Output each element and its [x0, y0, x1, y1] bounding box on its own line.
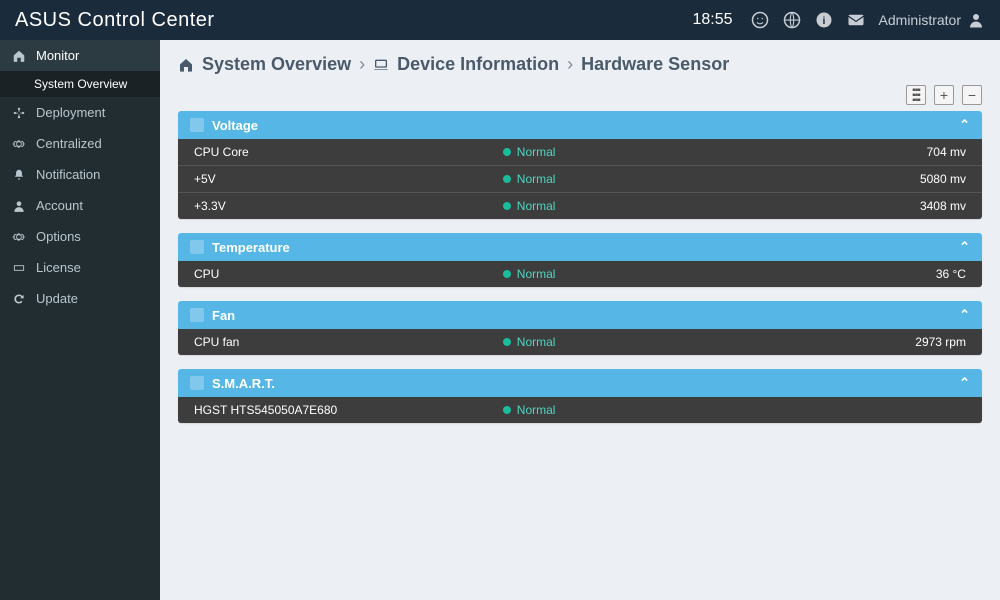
panel-body: HGST HTS545050A7E680Normal [178, 397, 982, 423]
clock: 18:55 [692, 11, 732, 29]
sidebar-item-account[interactable]: Account [0, 190, 160, 221]
sensor-row: +3.3VNormal3408 mv [178, 193, 982, 219]
chevron-up-icon[interactable]: ⌃ [959, 117, 970, 133]
panel-title: Fan [212, 308, 235, 323]
panel-voltage: Voltage⌃CPU CoreNormal704 mv+5VNormal508… [178, 111, 982, 219]
status-dot-icon [503, 406, 511, 414]
user-icon [12, 199, 26, 213]
nodes-icon [12, 106, 26, 120]
sensor-row: +5VNormal5080 mv [178, 166, 982, 193]
panel-icon [190, 376, 204, 390]
cog-icon [12, 137, 26, 151]
ticket-icon [12, 261, 26, 275]
sidebar-item-monitor[interactable]: Monitor [0, 40, 160, 71]
user-menu[interactable]: Administrator [879, 11, 985, 29]
panel-header[interactable]: Temperature ⌃ [178, 233, 982, 261]
user-icon [967, 11, 985, 29]
topbar: ASUS Control Center 18:55 i Administrato… [0, 0, 1000, 40]
status-dot-icon [503, 175, 511, 183]
crumb-sep: › [567, 54, 573, 75]
crumb-0[interactable]: System Overview [202, 54, 351, 75]
panel-header[interactable]: Voltage ⌃ [178, 111, 982, 139]
laptop-icon [373, 57, 389, 73]
status-dot-icon [503, 338, 511, 346]
status-dot-icon [503, 148, 511, 156]
grid-view-button[interactable]: ▪▪▪▪▪▪▪▪▪ [906, 85, 926, 105]
smile-icon[interactable] [751, 11, 769, 29]
bell-icon [12, 168, 26, 182]
panel-title: Temperature [212, 240, 290, 255]
chevron-up-icon[interactable]: ⌃ [959, 375, 970, 391]
sidebar-item-license[interactable]: License [0, 252, 160, 283]
crumb-1[interactable]: Device Information [397, 54, 559, 75]
sidebar: MonitorSystem OverviewDeploymentCentrali… [0, 40, 160, 600]
crumb-2: Hardware Sensor [581, 54, 729, 75]
expand-all-button[interactable]: + [934, 85, 954, 105]
sensor-value: 36 °C [812, 267, 966, 281]
panel-temperature: Temperature ⌃ CPUNormal36 °C [178, 233, 982, 287]
panel-header[interactable]: Fan ⌃ [178, 301, 982, 329]
panel-header[interactable]: S.M.A.R.T. ⌃ [178, 369, 982, 397]
sensor-label: CPU [194, 267, 503, 281]
panel-body: CPUNormal36 °C [178, 261, 982, 287]
sensor-label: CPU fan [194, 335, 503, 349]
home-icon [12, 49, 26, 63]
breadcrumb: System Overview › Device Information › H… [178, 54, 982, 75]
sensor-status: Normal [503, 172, 812, 186]
sensor-value: 2973 rpm [812, 335, 966, 349]
sensor-label: +3.3V [194, 199, 503, 213]
sidebar-item-notification[interactable]: Notification [0, 159, 160, 190]
panel-icon [190, 308, 204, 322]
sensor-status: Normal [503, 199, 812, 213]
svg-text:i: i [822, 15, 825, 27]
refresh-icon [12, 292, 26, 306]
sidebar-subitem[interactable]: System Overview [0, 71, 160, 97]
topbar-right: 18:55 i Administrator [692, 11, 985, 29]
sensor-row: CPU CoreNormal704 mv [178, 139, 982, 166]
chevron-up-icon[interactable]: ⌃ [959, 239, 970, 255]
home-icon [178, 57, 194, 73]
sidebar-item-centralized[interactable]: Centralized [0, 128, 160, 159]
sensor-label: +5V [194, 172, 503, 186]
sensor-value: 704 mv [812, 145, 966, 159]
sensor-status: Normal [503, 403, 812, 417]
globe-icon[interactable] [783, 11, 801, 29]
sidebar-item-options[interactable]: Options [0, 221, 160, 252]
status-dot-icon [503, 202, 511, 210]
panel-smart: S.M.A.R.T. ⌃ HGST HTS545050A7E680Normal [178, 369, 982, 423]
panel-fan: Fan ⌃ CPU fanNormal2973 rpm [178, 301, 982, 355]
crumb-sep: › [359, 54, 365, 75]
sensor-row: CPU fanNormal2973 rpm [178, 329, 982, 355]
info-icon[interactable]: i [815, 11, 833, 29]
status-dot-icon [503, 270, 511, 278]
sensor-row: CPUNormal36 °C [178, 261, 982, 287]
collapse-all-button[interactable]: − [962, 85, 982, 105]
sensor-label: CPU Core [194, 145, 503, 159]
cog-icon [12, 230, 26, 244]
sidebar-item-update[interactable]: Update [0, 283, 160, 314]
sensor-label: HGST HTS545050A7E680 [194, 403, 503, 417]
user-name: Administrator [879, 12, 961, 28]
panel-title: Voltage [212, 118, 258, 133]
mail-icon[interactable] [847, 11, 865, 29]
sensor-value: 5080 mv [812, 172, 966, 186]
brand-title: ASUS Control Center [15, 9, 215, 32]
sensor-row: HGST HTS545050A7E680Normal [178, 397, 982, 423]
panel-icon [190, 118, 204, 132]
panel-icon [190, 240, 204, 254]
sensor-value: 3408 mv [812, 199, 966, 213]
main-content: System Overview › Device Information › H… [160, 40, 1000, 600]
panel-body: CPU fanNormal2973 rpm [178, 329, 982, 355]
sensor-status: Normal [503, 267, 812, 281]
view-toolbar: ▪▪▪▪▪▪▪▪▪ + − [178, 85, 982, 105]
sensor-status: Normal [503, 335, 812, 349]
panel-title: S.M.A.R.T. [212, 376, 275, 391]
panel-body: CPU CoreNormal704 mv+5VNormal5080 mv+3.3… [178, 139, 982, 219]
sensor-status: Normal [503, 145, 812, 159]
chevron-up-icon[interactable]: ⌃ [959, 307, 970, 323]
sidebar-item-deployment[interactable]: Deployment [0, 97, 160, 128]
